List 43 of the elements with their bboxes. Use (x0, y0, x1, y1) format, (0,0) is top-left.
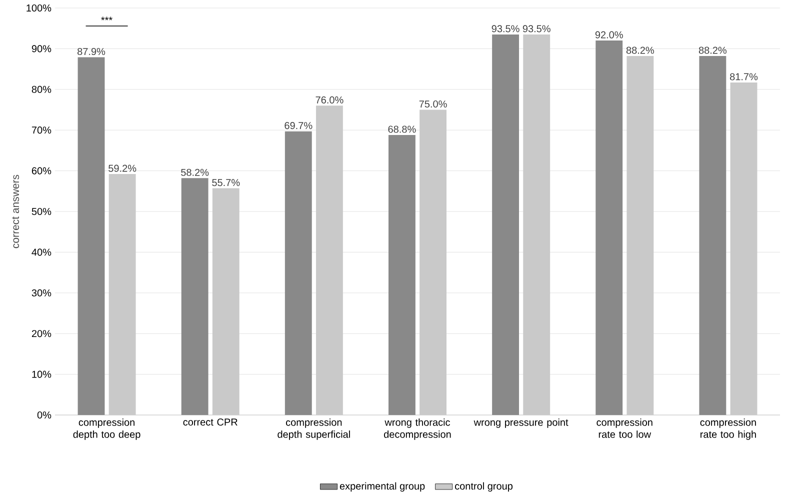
y-tick-label: 50% (32, 208, 52, 216)
y-tick-label: 20% (32, 330, 52, 338)
data-label: 93.5% (492, 25, 520, 32)
bar (181, 178, 208, 415)
legend-label: control group (455, 482, 513, 492)
y-tick-label: 60% (32, 167, 52, 174)
y-tick-label: 70% (32, 126, 52, 134)
y-tick-label: 100% (26, 4, 52, 12)
data-label: 88.2% (698, 46, 727, 54)
data-label: 59.2% (108, 164, 136, 172)
data-label: 93.5% (522, 25, 550, 32)
y-tick-label: 30% (32, 289, 52, 296)
data-label: 55.7% (212, 179, 240, 186)
data-label: 92.0% (595, 31, 623, 38)
x-tick-label: wrong thoracic decompression (384, 418, 451, 440)
annotation: *** (101, 16, 112, 20)
data-label: 68.8% (388, 126, 416, 133)
bar (388, 134, 416, 415)
y-tick-label: 10% (32, 370, 52, 378)
data-label: 88.2% (626, 46, 654, 54)
bar (699, 56, 726, 415)
bar (78, 57, 105, 415)
y-tick-label: 90% (32, 45, 52, 52)
data-label: 75.0% (419, 100, 447, 108)
x-tick-label: correct CPR (183, 418, 238, 426)
x-tick-label: wrong pressure point (474, 418, 568, 428)
data-label: 58.2% (181, 168, 209, 176)
data-label: 76.0% (316, 96, 344, 104)
x-tick-label: compression rate too high (700, 418, 756, 440)
y-axis-title: correct answers (12, 174, 20, 248)
y-tick-label: 40% (32, 248, 52, 256)
x-tick-label: compression depth too deep (73, 418, 140, 440)
bar (284, 131, 312, 415)
data-label: 69.7% (284, 122, 312, 130)
x-tick-label: compression depth superficial (278, 418, 350, 440)
data-label: 87.9% (78, 48, 106, 56)
y-tick-label: 0% (37, 411, 52, 419)
x-tick-label: compression rate too low (596, 418, 652, 438)
bar (596, 40, 623, 415)
data-label: 81.7% (730, 73, 758, 80)
legend-label: experimental group (340, 482, 425, 492)
bar (492, 34, 519, 415)
y-tick-label: 80% (32, 86, 52, 93)
